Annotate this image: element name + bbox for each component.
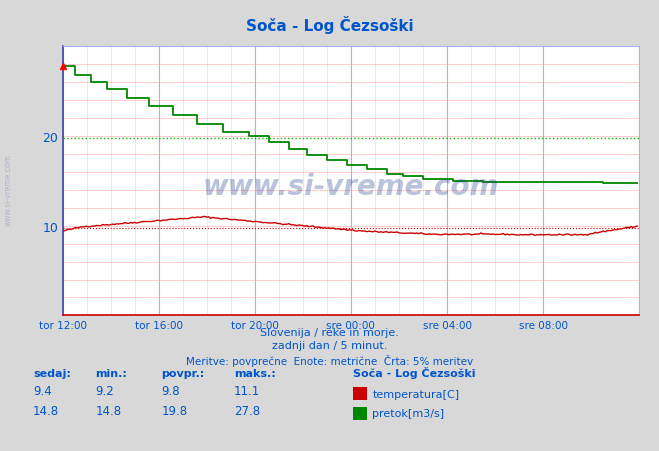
Text: pretok[m3/s]: pretok[m3/s] — [372, 409, 444, 419]
Text: 14.8: 14.8 — [33, 404, 59, 417]
Text: 9.2: 9.2 — [96, 385, 114, 398]
Text: 9.8: 9.8 — [161, 385, 180, 398]
Text: www.si-vreme.com: www.si-vreme.com — [203, 173, 499, 201]
Text: 14.8: 14.8 — [96, 404, 122, 417]
Text: povpr.:: povpr.: — [161, 368, 205, 378]
Text: sedaj:: sedaj: — [33, 368, 71, 378]
Text: Soča - Log Čezsoški: Soča - Log Čezsoški — [353, 367, 475, 378]
Text: zadnji dan / 5 minut.: zadnji dan / 5 minut. — [272, 341, 387, 350]
Text: 9.4: 9.4 — [33, 385, 51, 398]
Text: 27.8: 27.8 — [234, 404, 260, 417]
Text: maks.:: maks.: — [234, 368, 275, 378]
Text: Soča - Log Čezsoški: Soča - Log Čezsoški — [246, 16, 413, 34]
Text: www.si-vreme.com: www.si-vreme.com — [3, 153, 13, 226]
Text: min.:: min.: — [96, 368, 127, 378]
Text: Meritve: povprečne  Enote: metrične  Črta: 5% meritev: Meritve: povprečne Enote: metrične Črta:… — [186, 354, 473, 366]
Text: 11.1: 11.1 — [234, 385, 260, 398]
Text: temperatura[C]: temperatura[C] — [372, 389, 459, 399]
Text: 19.8: 19.8 — [161, 404, 188, 417]
Text: Slovenija / reke in morje.: Slovenija / reke in morje. — [260, 327, 399, 337]
